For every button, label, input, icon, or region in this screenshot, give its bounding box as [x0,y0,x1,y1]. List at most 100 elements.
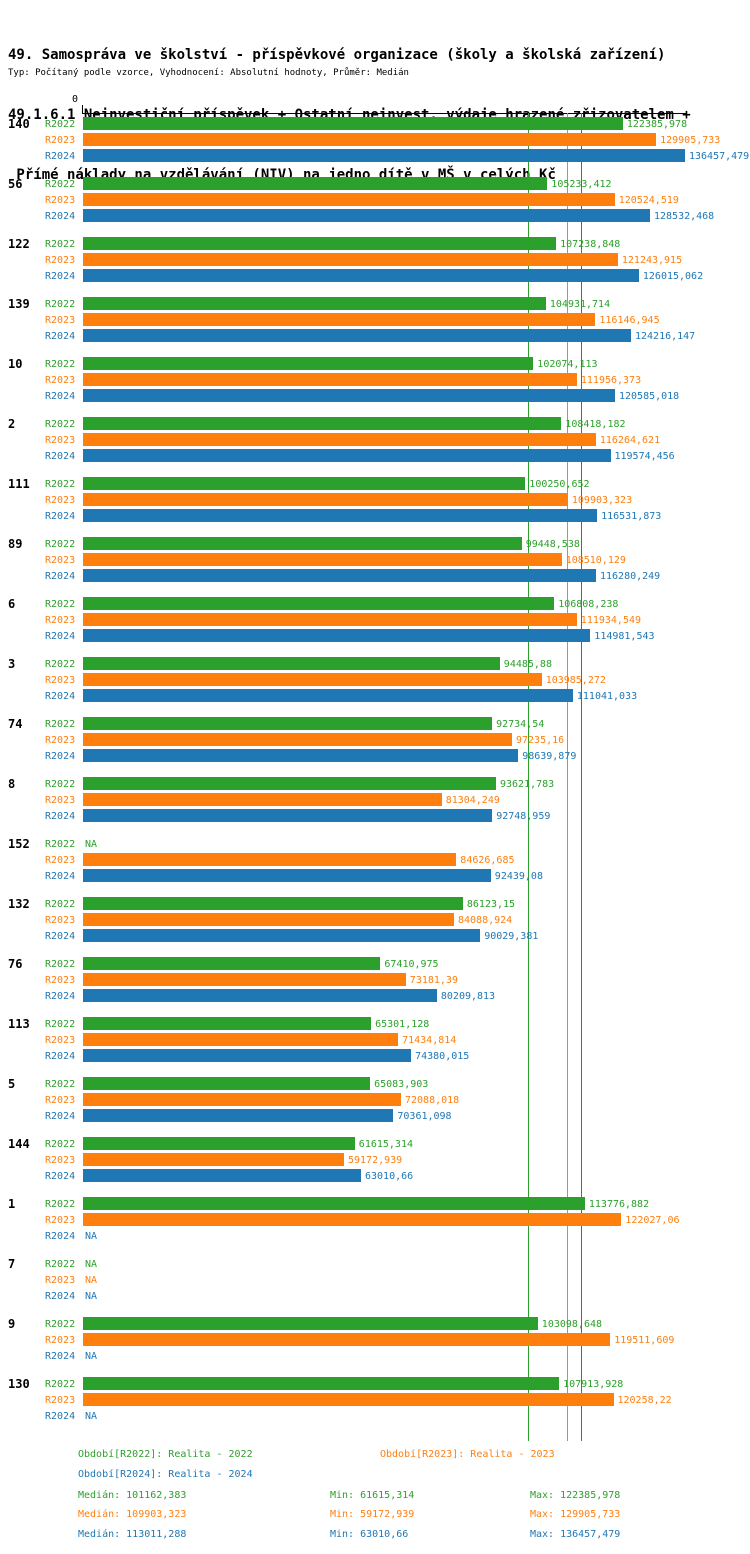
stat-max-r2022: Max: 122385,978 [530,1490,621,1501]
series-label-r2023: R2023 [45,1335,76,1346]
bar-value-label: 71434,814 [402,1035,457,1046]
bar-value-label: 116280,249 [600,571,661,582]
series-label-r2023: R2023 [45,135,76,146]
bar-value-label: 74380,015 [415,1051,470,1062]
series-label-r2024: R2024 [45,871,76,882]
bar-r2022 [83,717,493,730]
bar-r2023 [83,253,618,266]
bar-r2024 [83,929,481,942]
series-label-r2024: R2024 [45,1111,76,1122]
bar-r2022 [83,117,623,130]
series-label-r2024: R2024 [45,691,76,702]
series-label-r2024: R2024 [45,1231,76,1242]
series-label-r2023: R2023 [45,915,76,926]
bar-value-label: 119574,456 [614,451,675,462]
series-label-r2023: R2023 [45,1155,76,1166]
bar-r2024 [83,869,491,882]
bar-value-label: 105233,412 [551,179,612,190]
bar-value-label: 116146,945 [599,315,660,326]
stat-median-r2023: Medián: 109903,323 [78,1509,187,1520]
bar-r2024 [83,449,611,462]
series-label-r2022: R2022 [45,659,76,670]
series-label-r2024: R2024 [45,1291,76,1302]
bar-value-label: 59172,939 [348,1155,403,1166]
bar-r2023 [83,973,406,986]
legend-r2023: Období[R2023]: Realita - 2023 [380,1449,555,1460]
bar-value-label: 116531,873 [601,511,662,522]
bar-value-label: 129905,733 [660,135,721,146]
series-label-r2023: R2023 [45,315,76,326]
bar-r2023 [83,733,512,746]
series-label-r2023: R2023 [45,1035,76,1046]
bar-value-label: 94485,88 [503,659,552,670]
bar-value-label: 61615,314 [358,1139,413,1150]
series-label-r2022: R2022 [45,1319,76,1330]
bar-value-label: 122385,978 [626,119,688,130]
stat-min-r2022: Min: 61615,314 [330,1490,415,1501]
stat-min-r2023: Min: 59172,939 [330,1509,415,1520]
bar-r2023 [83,1153,344,1166]
missing-value-label: NA [85,1411,98,1422]
bar-value-label: 109903,323 [571,495,633,506]
series-label-r2024: R2024 [45,511,76,522]
series-label-r2024: R2024 [45,1171,76,1182]
series-label-r2022: R2022 [45,779,76,790]
series-label-r2023: R2023 [45,1095,76,1106]
entity-id-label: 144 [8,1137,30,1151]
entity-id-label: 132 [8,897,30,911]
bar-r2023 [83,1333,611,1346]
bar-value-label: 122027,06 [625,1215,680,1226]
bar-r2024 [83,569,596,582]
bar-value-label: 65083,903 [374,1079,429,1090]
series-label-r2023: R2023 [45,675,76,686]
series-label-r2023: R2023 [45,255,76,266]
bar-r2023 [83,1033,399,1046]
series-label-r2023: R2023 [45,435,76,446]
bar-value-label: 111934,549 [580,615,642,626]
bar-r2023 [83,493,568,506]
bar-value-label: 111956,373 [580,375,642,386]
series-label-r2024: R2024 [45,211,76,222]
bar-value-label: 111041,033 [576,691,638,702]
bar-value-label: 63010,66 [365,1171,414,1182]
series-label-r2023: R2023 [45,975,76,986]
entity-id-label: 56 [8,177,23,191]
x-axis-zero-tick [82,105,83,113]
series-label-r2022: R2022 [45,719,76,730]
series-label-r2022: R2022 [45,359,76,370]
missing-value-label: NA [85,1291,98,1302]
bar-r2024 [83,329,631,342]
missing-value-label: NA [85,1231,98,1242]
bar-value-label: 114981,543 [594,631,655,642]
bar-r2024 [83,1049,412,1062]
entity-id-label: 111 [8,477,30,491]
series-label-r2024: R2024 [45,391,76,402]
bar-r2024 [83,1169,361,1182]
bar-value-label: 116264,621 [599,435,661,446]
missing-value-label: NA [85,839,98,850]
bar-value-label: 106808,238 [558,599,619,610]
bar-r2022 [83,657,500,670]
series-label-r2024: R2024 [45,811,76,822]
series-label-r2022: R2022 [45,239,76,250]
series-label-r2024: R2024 [45,271,76,282]
entity-id-label: 76 [8,957,23,971]
bar-value-label: 99448,538 [525,539,580,550]
entity-id-label: 113 [8,1017,30,1031]
entity-id-label: 139 [8,297,30,311]
entity-id-label: 152 [8,837,30,851]
bar-r2022 [83,777,496,790]
bar-r2024 [83,809,493,822]
bar-r2022 [83,357,534,370]
series-label-r2024: R2024 [45,931,76,942]
bar-value-label: 120258,22 [617,1395,672,1406]
entity-id-label: 89 [8,537,23,551]
series-label-r2024: R2024 [45,751,76,762]
bar-value-label: 65301,128 [375,1019,430,1030]
entity-id-label: 140 [8,117,30,131]
series-label-r2023: R2023 [45,795,76,806]
bar-r2024 [83,509,598,522]
bar-r2022 [83,237,557,250]
bar-value-label: 81304,249 [445,795,500,806]
